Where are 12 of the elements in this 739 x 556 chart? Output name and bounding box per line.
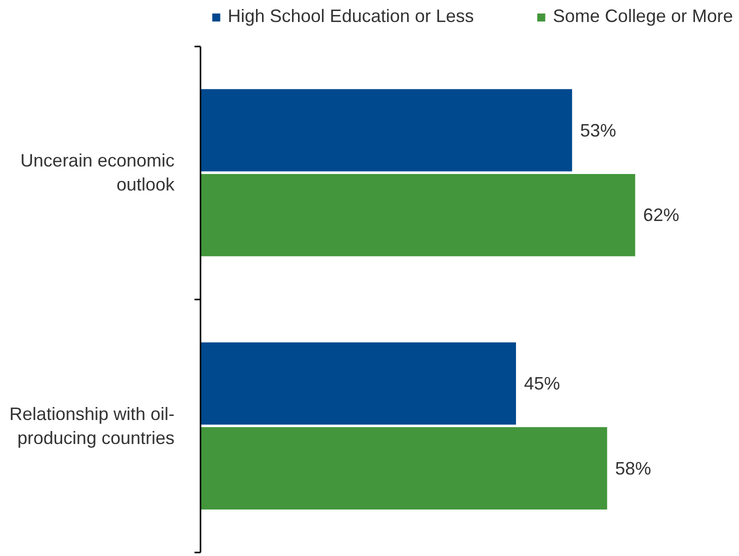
bar bbox=[200, 174, 636, 256]
bar bbox=[200, 427, 608, 510]
y-tick-label: Relationship with oil-producing countries bbox=[9, 404, 175, 448]
data-label: 58% bbox=[615, 458, 652, 478]
data-label: 45% bbox=[524, 373, 560, 394]
data-label: 53% bbox=[580, 120, 616, 140]
bar bbox=[200, 89, 572, 172]
legend-label: Some College or More bbox=[552, 6, 733, 27]
data-label: 62% bbox=[643, 205, 680, 226]
bar bbox=[200, 342, 516, 425]
y-tick-label: Uncerain economic outlook bbox=[20, 150, 176, 195]
legend-label: High School Education or Less bbox=[228, 6, 474, 27]
